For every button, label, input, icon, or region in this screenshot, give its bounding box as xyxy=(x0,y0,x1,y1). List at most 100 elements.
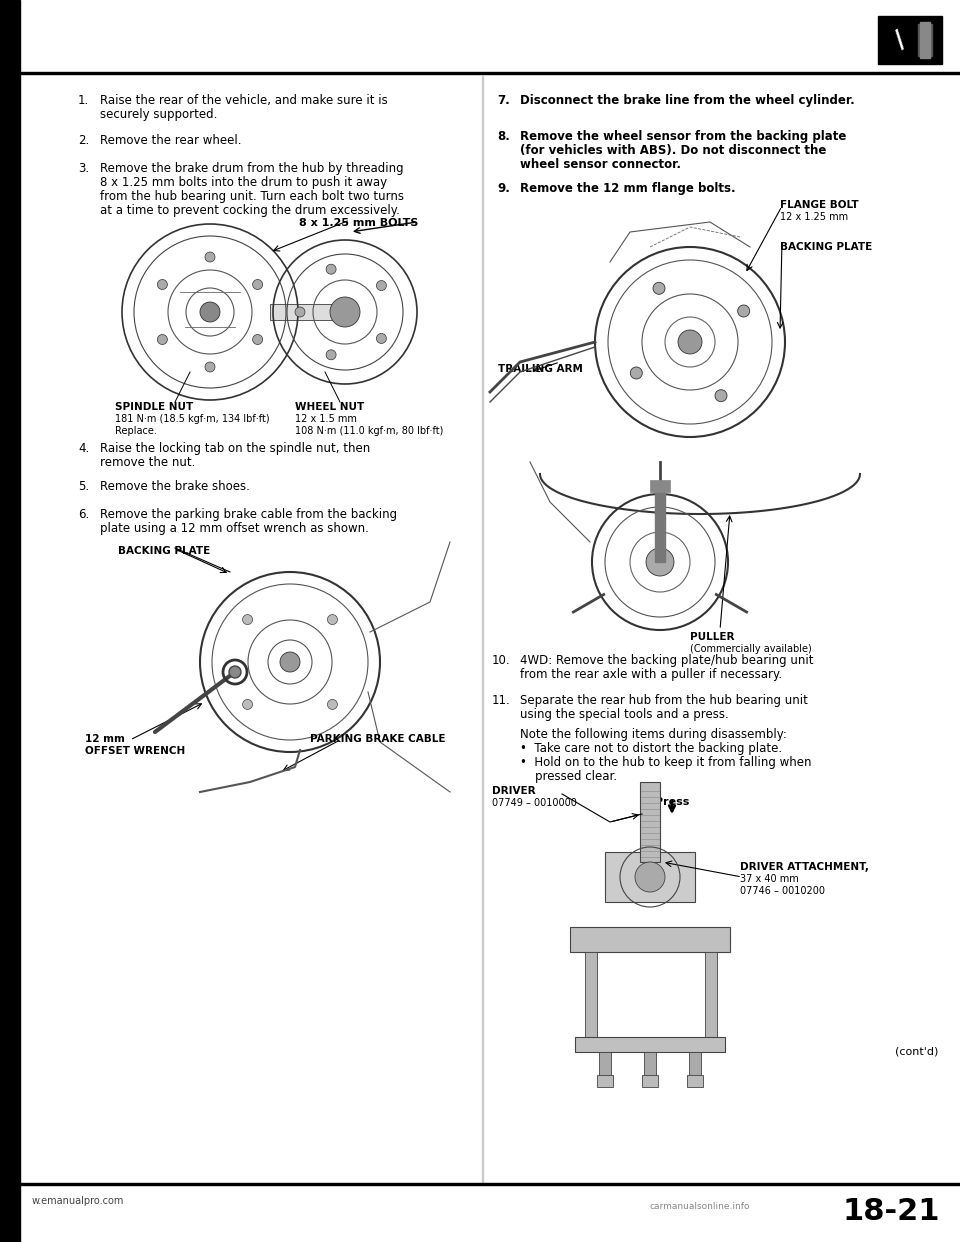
Text: (for vehicles with ABS). Do not disconnect the: (for vehicles with ABS). Do not disconne… xyxy=(520,144,827,156)
Text: 37 x 40 mm: 37 x 40 mm xyxy=(740,874,799,884)
Text: remove the nut.: remove the nut. xyxy=(100,456,196,469)
Text: SPINDLE NUT: SPINDLE NUT xyxy=(115,402,193,412)
Bar xyxy=(599,1052,611,1077)
Bar xyxy=(270,304,345,320)
Text: securely supported.: securely supported. xyxy=(100,108,217,120)
Text: DRIVER ATTACHMENT,: DRIVER ATTACHMENT, xyxy=(740,862,869,872)
Text: BACKING PLATE: BACKING PLATE xyxy=(780,242,873,252)
Text: 8.: 8. xyxy=(497,130,510,143)
Text: Remove the 12 mm flange bolts.: Remove the 12 mm flange bolts. xyxy=(520,183,735,195)
Text: 07746 – 0010200: 07746 – 0010200 xyxy=(740,886,825,895)
Text: using the special tools and a press.: using the special tools and a press. xyxy=(520,708,729,722)
Text: Remove the brake drum from the hub by threading: Remove the brake drum from the hub by th… xyxy=(100,161,403,175)
Text: WHEEL NUT: WHEEL NUT xyxy=(295,402,364,412)
Circle shape xyxy=(376,333,387,344)
Text: pressed clear.: pressed clear. xyxy=(520,770,617,782)
Circle shape xyxy=(229,666,241,678)
Text: 11.: 11. xyxy=(492,694,511,707)
Text: 07749 – 0010000: 07749 – 0010000 xyxy=(492,799,577,809)
Circle shape xyxy=(326,350,336,360)
Text: BACKING PLATE: BACKING PLATE xyxy=(118,546,210,556)
Bar xyxy=(918,24,932,56)
Circle shape xyxy=(327,615,337,625)
Circle shape xyxy=(631,366,642,379)
Bar xyxy=(705,953,717,1042)
Circle shape xyxy=(252,334,263,344)
Text: 12 x 1.5 mm: 12 x 1.5 mm xyxy=(295,414,357,424)
Circle shape xyxy=(646,548,674,576)
Text: Disconnect the brake line from the wheel cylinder.: Disconnect the brake line from the wheel… xyxy=(520,94,854,107)
Text: 18-21: 18-21 xyxy=(843,1197,940,1226)
Text: (cont'd): (cont'd) xyxy=(895,1047,938,1057)
Bar xyxy=(878,16,942,65)
Circle shape xyxy=(157,279,167,289)
Text: PARKING BRAKE CABLE: PARKING BRAKE CABLE xyxy=(310,734,445,744)
Circle shape xyxy=(157,334,167,344)
Circle shape xyxy=(326,265,336,274)
Bar xyxy=(650,479,670,492)
Text: 9.: 9. xyxy=(497,183,510,195)
Text: Press: Press xyxy=(655,797,689,807)
Circle shape xyxy=(635,862,665,892)
Circle shape xyxy=(243,615,252,625)
Text: Remove the wheel sensor from the backing plate: Remove the wheel sensor from the backing… xyxy=(520,130,847,143)
Circle shape xyxy=(330,297,360,327)
Text: 12 x 1.25 mm: 12 x 1.25 mm xyxy=(780,212,848,222)
Circle shape xyxy=(205,361,215,373)
Circle shape xyxy=(715,390,727,401)
Circle shape xyxy=(280,652,300,672)
Text: 108 N·m (11.0 kgf·m, 80 lbf·ft): 108 N·m (11.0 kgf·m, 80 lbf·ft) xyxy=(295,426,444,436)
Text: Raise the rear of the vehicle, and make sure it is: Raise the rear of the vehicle, and make … xyxy=(100,94,388,107)
Text: 4WD: Remove the backing plate/hub bearing unit: 4WD: Remove the backing plate/hub bearin… xyxy=(520,655,813,667)
Text: Raise the locking tab on the spindle nut, then: Raise the locking tab on the spindle nut… xyxy=(100,442,371,455)
Circle shape xyxy=(327,699,337,709)
Circle shape xyxy=(678,330,702,354)
Bar xyxy=(642,1076,658,1087)
Text: /: / xyxy=(890,27,911,52)
Text: 5.: 5. xyxy=(78,479,89,493)
Text: wheel sensor connector.: wheel sensor connector. xyxy=(520,158,681,171)
Text: 6.: 6. xyxy=(78,508,89,520)
Text: 181 N·m (18.5 kgf·m, 134 lbf·ft): 181 N·m (18.5 kgf·m, 134 lbf·ft) xyxy=(115,414,270,424)
Text: plate using a 12 mm offset wrench as shown.: plate using a 12 mm offset wrench as sho… xyxy=(100,522,369,535)
Bar xyxy=(689,1052,701,1077)
Text: Remove the parking brake cable from the backing: Remove the parking brake cable from the … xyxy=(100,508,397,520)
Bar xyxy=(640,782,660,862)
Text: 4.: 4. xyxy=(78,442,89,455)
Bar xyxy=(687,1076,703,1087)
Circle shape xyxy=(737,306,750,317)
Text: FLANGE BOLT: FLANGE BOLT xyxy=(780,200,858,210)
Text: 12 mm: 12 mm xyxy=(85,734,125,744)
Text: 2.: 2. xyxy=(78,134,89,147)
Text: 10.: 10. xyxy=(492,655,511,667)
Circle shape xyxy=(376,281,387,291)
Bar xyxy=(585,953,597,1042)
Text: w.emanualpro.com: w.emanualpro.com xyxy=(32,1196,125,1206)
Bar xyxy=(20,1182,960,1185)
Text: Replace.: Replace. xyxy=(115,426,156,436)
Circle shape xyxy=(200,302,220,322)
Bar xyxy=(597,1076,613,1087)
Text: PULLER: PULLER xyxy=(690,632,734,642)
Circle shape xyxy=(653,282,665,294)
Text: 3.: 3. xyxy=(78,161,89,175)
Text: from the hub bearing unit. Turn each bolt two turns: from the hub bearing unit. Turn each bol… xyxy=(100,190,404,202)
Circle shape xyxy=(205,252,215,262)
Text: •  Take care not to distort the backing plate.: • Take care not to distort the backing p… xyxy=(520,741,782,755)
Text: at a time to prevent cocking the drum excessively.: at a time to prevent cocking the drum ex… xyxy=(100,204,400,217)
Bar xyxy=(605,852,695,902)
Text: Remove the brake shoes.: Remove the brake shoes. xyxy=(100,479,250,493)
Bar xyxy=(482,76,483,1182)
Bar xyxy=(644,1052,656,1077)
Text: TRAILING ARM: TRAILING ARM xyxy=(498,364,583,374)
Bar xyxy=(20,72,960,75)
Circle shape xyxy=(252,279,263,289)
Text: OFFSET WRENCH: OFFSET WRENCH xyxy=(85,746,185,756)
Text: Note the following items during disassembly:: Note the following items during disassem… xyxy=(520,728,787,741)
Text: •  Hold on to the hub to keep it from falling when: • Hold on to the hub to keep it from fal… xyxy=(520,756,811,769)
Text: Separate the rear hub from the hub bearing unit: Separate the rear hub from the hub beari… xyxy=(520,694,808,707)
Text: Remove the rear wheel.: Remove the rear wheel. xyxy=(100,134,242,147)
Bar xyxy=(655,482,665,561)
Text: 8 x 1.25 mm BOLTS: 8 x 1.25 mm BOLTS xyxy=(299,219,418,229)
Bar xyxy=(570,927,730,953)
